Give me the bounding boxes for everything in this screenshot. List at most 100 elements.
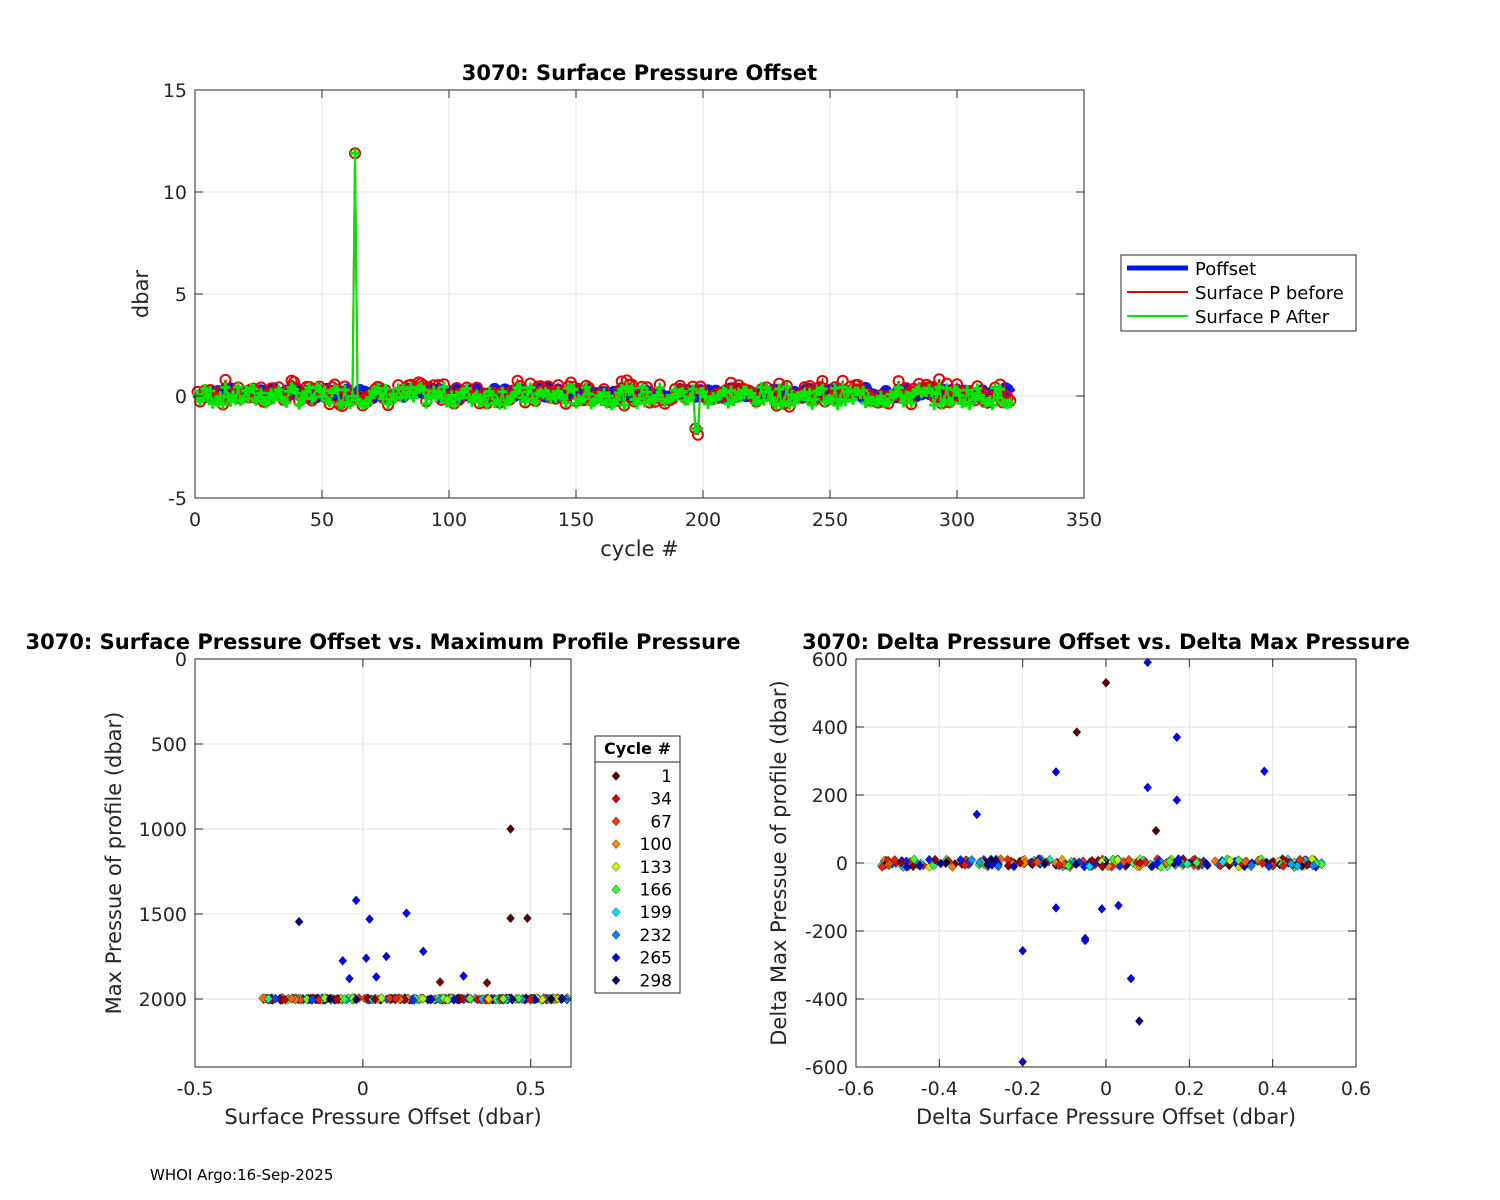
series-surface-after-marker bbox=[436, 393, 447, 404]
bl-legend-swatch bbox=[611, 952, 621, 963]
bl-legend-swatch bbox=[611, 930, 621, 940]
bl-point bbox=[280, 994, 290, 1005]
series-surface-after-marker bbox=[291, 388, 302, 399]
series-surface-after-marker bbox=[906, 397, 917, 408]
bl-legend-box bbox=[594, 735, 681, 994]
br-point bbox=[890, 855, 899, 865]
series-surface-after-marker bbox=[596, 396, 607, 407]
bl-legend-label: 232 bbox=[640, 926, 672, 946]
bl-legend-label: 34 bbox=[650, 790, 672, 810]
br-ytick-label: 600 bbox=[812, 649, 848, 671]
br-point bbox=[1192, 857, 1202, 868]
br-point bbox=[1009, 861, 1019, 872]
br-point bbox=[1302, 860, 1312, 871]
br-point bbox=[1124, 854, 1134, 865]
br-point bbox=[948, 862, 957, 872]
series-surface-after-marker bbox=[725, 385, 736, 396]
top-xtick-label: 200 bbox=[685, 509, 721, 531]
series-surface-after-marker bbox=[418, 384, 429, 395]
br-point bbox=[1003, 860, 1013, 871]
bl-title: 3070: Surface Pressure Offset vs. Maximu… bbox=[25, 630, 740, 654]
series-surface-after-marker bbox=[362, 398, 373, 409]
series-surface-after-marker bbox=[967, 388, 978, 399]
series-surface-after-marker bbox=[380, 384, 391, 395]
series-surface-after-marker bbox=[347, 391, 358, 402]
br-point bbox=[986, 854, 996, 865]
series-surface-after-marker bbox=[365, 392, 376, 403]
bl-ytick-label: 1500 bbox=[139, 904, 187, 926]
series-surface-after-marker bbox=[317, 391, 327, 402]
series-surface-after-marker bbox=[817, 383, 828, 394]
series-surface-after-marker bbox=[461, 383, 472, 394]
footer-stamp: WHOI Argo:16-Sep-2025 bbox=[150, 1166, 334, 1184]
series-surface-after-marker bbox=[781, 381, 792, 392]
br-ytick-label: -600 bbox=[805, 1057, 848, 1079]
series-surface-after-marker bbox=[992, 392, 1003, 403]
br-outlier-point bbox=[1143, 657, 1153, 668]
br-point bbox=[1210, 856, 1220, 867]
br-point bbox=[956, 854, 966, 865]
series-surface-after-marker bbox=[510, 388, 521, 399]
series-surface-after-marker bbox=[220, 382, 231, 393]
series-surface-after-marker bbox=[758, 395, 769, 406]
series-surface-after-marker bbox=[987, 400, 998, 411]
series-surface-after-marker bbox=[687, 384, 698, 395]
br-point bbox=[1141, 857, 1150, 867]
top-ytick-label: 15 bbox=[163, 80, 187, 102]
bl-outlier-point bbox=[371, 972, 381, 982]
bl-outlier-point bbox=[402, 908, 411, 919]
bl-legend-swatch bbox=[611, 975, 621, 986]
bl-point bbox=[484, 993, 493, 1004]
series-surface-after-marker bbox=[995, 384, 1006, 395]
top-xtick-label: 0 bbox=[189, 509, 201, 531]
series-surface-after-marker bbox=[654, 382, 665, 393]
bl-legend-swatch bbox=[611, 771, 621, 781]
series-surface-after-marker bbox=[764, 386, 775, 397]
bl-ytick-label: 0 bbox=[175, 649, 187, 671]
bl-point bbox=[499, 993, 508, 1004]
series-surface-after-marker bbox=[784, 399, 795, 410]
br-outlier-point bbox=[1097, 904, 1107, 914]
bl-point bbox=[514, 993, 524, 1004]
bl-point bbox=[391, 993, 401, 1004]
br-point bbox=[1015, 858, 1025, 868]
series-surface-after-marker bbox=[891, 389, 902, 400]
bl-outlier-point bbox=[418, 946, 428, 957]
series-surface-after-marker bbox=[964, 400, 975, 411]
bl-outlier-point bbox=[523, 913, 532, 924]
br-point bbox=[941, 857, 951, 868]
series-surface-after-marker bbox=[619, 400, 630, 411]
bl-legend-label: 265 bbox=[640, 949, 672, 969]
series-surface-after-marker bbox=[677, 386, 688, 397]
bl-legend-label: 199 bbox=[640, 903, 672, 923]
br-point bbox=[1202, 858, 1211, 869]
br-point bbox=[1063, 860, 1073, 871]
bl-ytick-label: 500 bbox=[151, 734, 187, 756]
br-point bbox=[1240, 856, 1250, 867]
top-series bbox=[191, 147, 1017, 441]
br-xlabel: Delta Surface Pressure Offset (dbar) bbox=[916, 1105, 1296, 1129]
br-outlier-point bbox=[1134, 1016, 1144, 1026]
top-ylabel: dbar bbox=[129, 270, 153, 319]
br-point bbox=[1165, 856, 1175, 867]
bl-grid bbox=[194, 658, 571, 1067]
legend-label-poffset: Poffset bbox=[1195, 259, 1256, 280]
bl-point bbox=[351, 994, 361, 1005]
series-surface-after-marker bbox=[637, 382, 648, 393]
br-ytick-label: -400 bbox=[805, 989, 848, 1011]
series-surface-after-marker bbox=[212, 397, 223, 408]
series-surface-after-marker bbox=[530, 397, 541, 408]
br-point bbox=[1040, 859, 1050, 869]
bl-point bbox=[332, 994, 342, 1005]
br-point bbox=[929, 860, 938, 871]
br-outlier-point bbox=[1114, 900, 1123, 911]
series-surface-after-marker bbox=[962, 385, 973, 396]
br-xtick-label: -0.4 bbox=[921, 1078, 958, 1100]
br-xtick-label: 0.4 bbox=[1258, 1078, 1288, 1100]
br-xtick-label: 0.6 bbox=[1341, 1078, 1371, 1100]
bl-outlier-point bbox=[294, 916, 304, 927]
br-point bbox=[1045, 854, 1055, 865]
series-surface-after-marker bbox=[789, 397, 800, 408]
br-outlier-point bbox=[1072, 727, 1082, 737]
br-point bbox=[1258, 858, 1267, 868]
